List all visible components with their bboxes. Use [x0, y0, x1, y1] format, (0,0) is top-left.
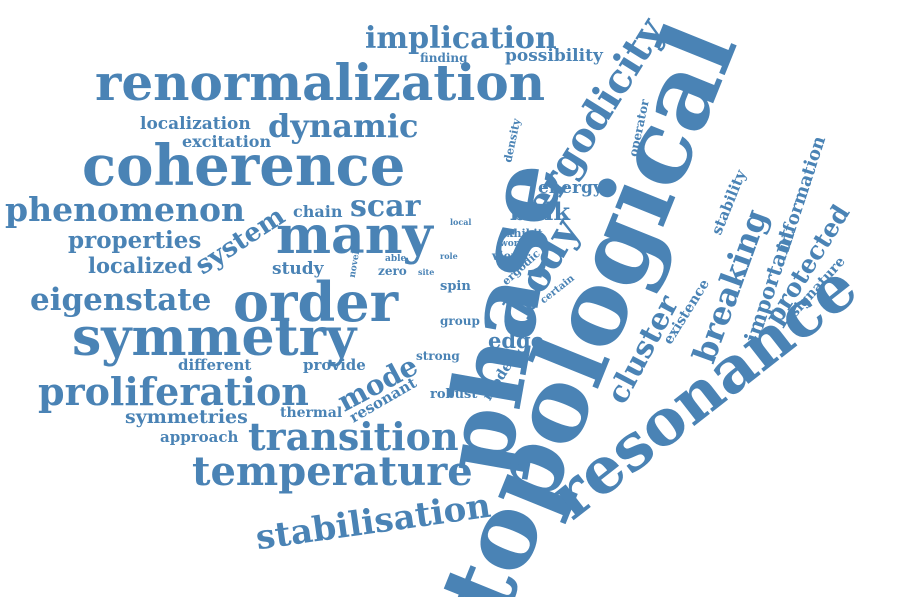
word-finding: finding — [420, 51, 468, 65]
word-possibility: possibility — [505, 46, 603, 66]
word-able: able — [385, 254, 407, 264]
word-temperature: temperature — [192, 448, 473, 495]
word-provide: provide — [303, 356, 366, 374]
word-transition: transition — [248, 414, 459, 459]
word-work: work — [500, 239, 525, 249]
word-density: density — [501, 117, 524, 164]
word-strong: strong — [416, 349, 460, 363]
word-role: role — [440, 251, 458, 261]
word-chain: chain — [293, 202, 343, 221]
word-site: site — [418, 267, 435, 277]
word-energy: energy — [538, 178, 603, 198]
word-scar: scar — [350, 189, 421, 224]
word-local: local — [450, 217, 472, 227]
word-group: group — [440, 314, 480, 328]
word-exhibit: exhibit — [500, 227, 543, 240]
word-proliferation: proliferation — [38, 369, 309, 414]
word-phenomenon: phenomenon — [5, 190, 245, 229]
word-excitation: excitation — [182, 132, 272, 151]
word-localization: localization — [140, 114, 251, 134]
word-coherence: coherence — [82, 133, 406, 199]
word-spin: spin — [440, 279, 471, 294]
word-localized: localized — [88, 253, 193, 278]
word-implication: implication — [365, 21, 557, 56]
word-study: study — [272, 259, 324, 279]
word-robust: robust — [430, 387, 478, 402]
word-properties: properties — [68, 227, 202, 254]
word-approach: approach — [160, 428, 239, 446]
word-view: view — [492, 249, 522, 263]
word-zero: zero — [378, 264, 407, 278]
word-bulk: bulk — [510, 197, 570, 226]
word-order: order — [233, 270, 399, 334]
word-different: different — [178, 356, 252, 374]
word-many: many — [276, 205, 433, 266]
word-symmetry: symmetry — [72, 307, 357, 368]
word-thermal: thermal — [280, 405, 343, 421]
word-renormalization: renormalization — [95, 53, 546, 112]
word-dynamic: dynamic — [268, 107, 419, 145]
word-eigenstate: eigenstate — [30, 282, 212, 318]
word-edge: edge — [488, 328, 545, 353]
word-symmetries: symmetries — [125, 406, 248, 428]
